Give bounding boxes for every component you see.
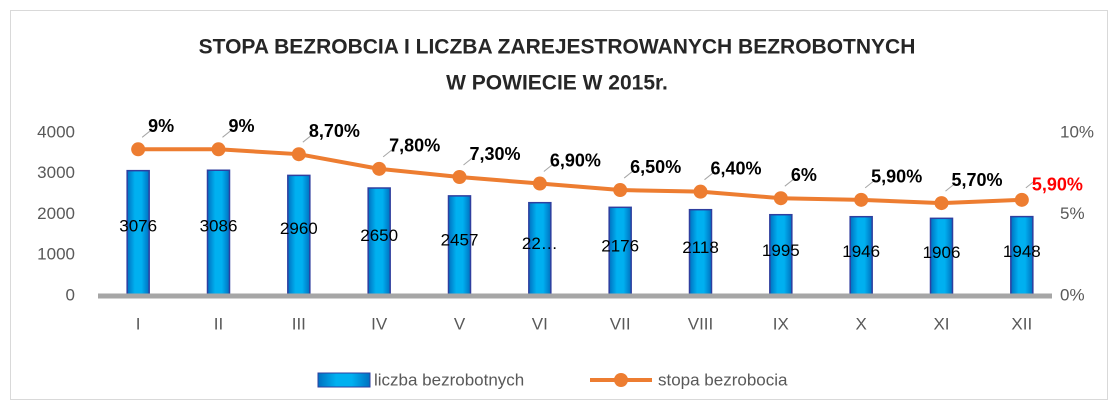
line-marker	[693, 184, 708, 199]
y-tick-label: 2000	[37, 204, 75, 223]
bar-value-label: 2176	[601, 237, 639, 256]
bar-value-label: 1906	[923, 243, 961, 262]
bar-value-label: 2960	[280, 219, 318, 238]
x-tick-label: I	[136, 314, 141, 333]
y2-tick-label: 0%	[1060, 285, 1085, 304]
label-leader	[463, 156, 474, 166]
x-tick-label: XII	[1011, 314, 1032, 333]
line-marker	[532, 176, 547, 191]
y-tick-label: 1000	[37, 245, 75, 264]
label-leader	[222, 128, 233, 138]
line-marker	[131, 142, 146, 157]
x-tick-label: VIII	[688, 314, 714, 333]
line-value-label: 5,90%	[1032, 175, 1083, 195]
line-marker	[854, 192, 869, 207]
line-marker	[372, 161, 387, 176]
y-tick-label: 3000	[37, 163, 75, 182]
bar-value-label: 22…	[522, 234, 558, 253]
chart-title: W POWIECIE W 2015r.	[446, 72, 668, 95]
line-marker	[773, 191, 788, 206]
legend-label: stopa bezrobocia	[658, 370, 788, 389]
label-leader	[141, 128, 153, 138]
x-tick-label: VI	[532, 314, 548, 333]
chart-border	[10, 10, 1108, 400]
x-tick-label: VII	[610, 314, 631, 333]
label-leader	[864, 179, 876, 189]
bar-value-label: 2650	[360, 226, 398, 245]
bar-value-label: 1946	[842, 242, 880, 261]
bar-value-label: 3076	[119, 217, 157, 236]
line-marker	[211, 142, 226, 157]
x-tick-label: IV	[371, 314, 388, 333]
y2-tick-label: 5%	[1060, 204, 1085, 223]
bar-value-label: 1995	[762, 241, 800, 260]
x-tick-label: V	[454, 314, 466, 333]
label-leader	[784, 177, 796, 187]
line-value-label: 6,90%	[550, 150, 601, 170]
line-value-label: 6,40%	[711, 158, 762, 178]
line-value-label: 6,50%	[630, 157, 681, 177]
chart-title: STOPA BEZROBCIA I LICZBA ZAREJESTROWANYC…	[199, 36, 916, 59]
y2-tick-label: 10%	[1060, 122, 1094, 141]
line-value-label: 8,70%	[309, 121, 360, 141]
line-value-label: 9%	[229, 116, 255, 136]
label-leader	[302, 133, 314, 143]
bar-value-label: 2118	[682, 238, 719, 257]
label-leader	[382, 148, 394, 158]
x-tick-label: II	[214, 314, 223, 333]
label-leader	[704, 171, 715, 181]
x-tick-label: XI	[933, 314, 949, 333]
line-marker	[452, 170, 467, 185]
x-tick-label: X	[855, 314, 866, 333]
x-tick-label: III	[292, 314, 306, 333]
y-tick-label: 0	[66, 285, 75, 304]
line	[138, 147, 1022, 206]
line-value-label: 5,70%	[952, 170, 1003, 190]
label-leader	[1025, 179, 1037, 189]
bar-value-label: 1948	[1003, 242, 1041, 261]
legend-label: liczba bezrobotnych	[374, 370, 524, 389]
legend-swatch	[614, 373, 628, 387]
line-marker	[291, 147, 306, 162]
bar-value-label: 2457	[441, 230, 479, 249]
line-value-label: 6%	[791, 165, 817, 185]
line-marker	[934, 196, 949, 211]
x-tick-label: IX	[773, 314, 789, 333]
line-value-label: 7,80%	[389, 136, 440, 156]
label-leader	[623, 169, 635, 179]
bar-value-label: 3086	[200, 216, 238, 235]
label-leader	[945, 182, 956, 192]
line-value-label: 9%	[148, 116, 174, 136]
line-marker	[613, 183, 628, 198]
label-leader	[543, 163, 555, 172]
line-value-label: 5,90%	[871, 167, 922, 187]
line-value-label: 7,30%	[470, 144, 521, 164]
y-tick-label: 4000	[37, 122, 75, 141]
line-marker	[1014, 192, 1029, 207]
legend-swatch	[317, 372, 371, 388]
